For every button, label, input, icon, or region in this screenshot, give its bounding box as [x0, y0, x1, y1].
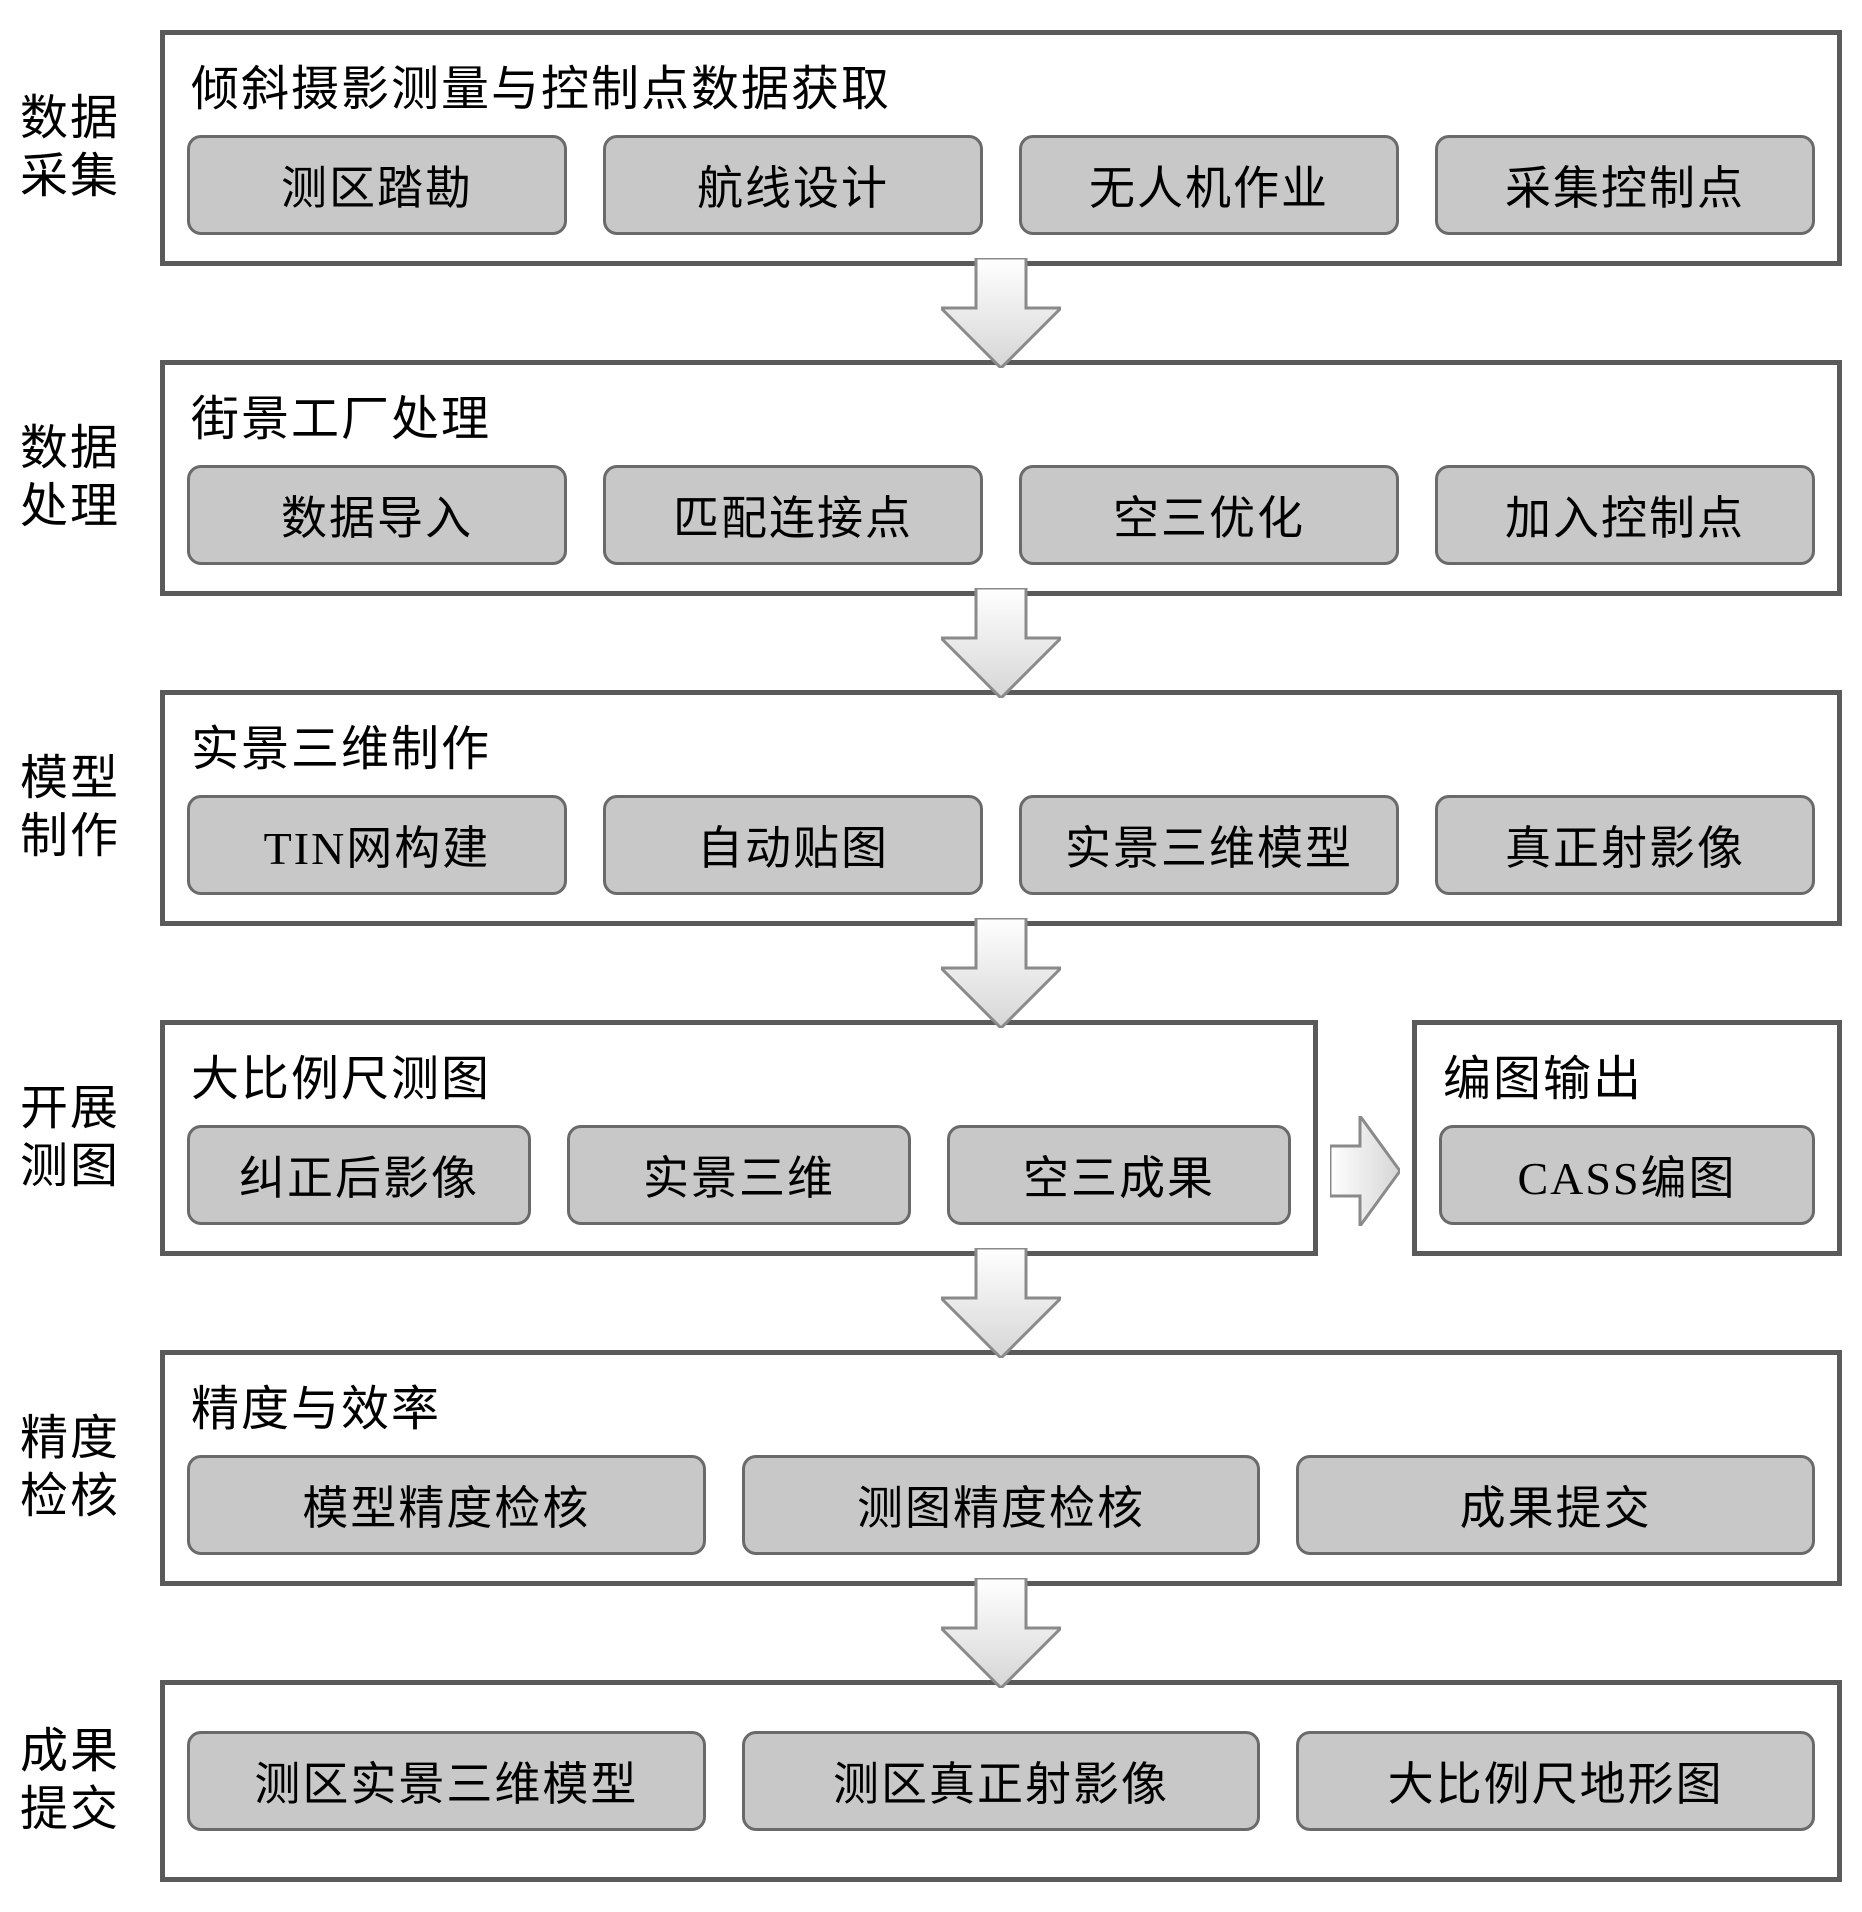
stage-label-line: 数据	[20, 420, 154, 478]
chip: 实景三维模型	[1019, 795, 1399, 895]
stage-label-1: 数据 采集	[20, 30, 160, 266]
stage-label-5: 精度 检核	[20, 1350, 160, 1586]
stage-label-3: 模型 制作	[20, 690, 160, 926]
stage-panel-4-right: 编图输出 CASS编图	[1412, 1020, 1842, 1256]
chip: TIN网构建	[187, 795, 567, 895]
arrow-down-2	[160, 588, 1842, 698]
stage-label-6: 成果 提交	[20, 1680, 160, 1882]
stage-panel-4-left: 大比例尺测图 纠正后影像 实景三维 空三成果	[160, 1020, 1318, 1256]
stage-label-line: 采集	[20, 148, 154, 206]
chip-row: TIN网构建 自动贴图 实景三维模型 真正射影像	[187, 795, 1815, 895]
stage-main-4: 大比例尺测图 纠正后影像 实景三维 空三成果 编图输出 CASS编图	[160, 1020, 1842, 1256]
stage-label-line: 制作	[20, 808, 154, 866]
panel-title: 精度与效率	[191, 1369, 1815, 1439]
chip: 纠正后影像	[187, 1125, 531, 1225]
arrow-down-icon	[941, 258, 1061, 368]
stage-main-5: 精度与效率 模型精度检核 测图精度检核 成果提交	[160, 1350, 1842, 1586]
stage-main-6: 测区实景三维模型 测区真正射影像 大比例尺地形图	[160, 1680, 1842, 1882]
arrow-right	[1330, 1116, 1400, 1226]
chip-row: 测区踏勘 航线设计 无人机作业 采集控制点	[187, 135, 1815, 235]
stage-label-line: 提交	[20, 1781, 154, 1839]
stage-main-1: 倾斜摄影测量与控制点数据获取 测区踏勘 航线设计 无人机作业 采集控制点	[160, 30, 1842, 266]
chip: 测区真正射影像	[742, 1731, 1261, 1831]
arrow-down-icon	[941, 1578, 1061, 1688]
chip: 测区踏勘	[187, 135, 567, 235]
chip: 实景三维	[567, 1125, 911, 1225]
stage-row-6: 成果 提交 测区实景三维模型 测区真正射影像 大比例尺地形图	[20, 1680, 1842, 1882]
arrow-down-5	[160, 1578, 1842, 1688]
panel-title: 实景三维制作	[191, 709, 1815, 779]
chip: 测图精度检核	[742, 1455, 1261, 1555]
workflow-diagram: 数据 采集 倾斜摄影测量与控制点数据获取 测区踏勘 航线设计 无人机作业 采集控…	[20, 30, 1842, 1882]
panel-title: 编图输出	[1443, 1039, 1815, 1109]
arrow-down-icon	[941, 588, 1061, 698]
panel-title: 街景工厂处理	[191, 379, 1815, 449]
chip: 空三优化	[1019, 465, 1399, 565]
stage-row-2: 数据 处理 街景工厂处理 数据导入 匹配连接点 空三优化 加入控制点	[20, 360, 1842, 596]
chip: 匹配连接点	[603, 465, 983, 565]
panel-title: 大比例尺测图	[191, 1039, 1291, 1109]
panel-title: 倾斜摄影测量与控制点数据获取	[191, 49, 1815, 119]
arrow-right-icon	[1330, 1116, 1400, 1226]
stage-row-3: 模型 制作 实景三维制作 TIN网构建 自动贴图 实景三维模型 真正射影像	[20, 690, 1842, 926]
chip: 成果提交	[1296, 1455, 1815, 1555]
stage-label-line: 成果	[20, 1723, 154, 1781]
stage-label-line: 处理	[20, 478, 154, 536]
stage-row-1: 数据 采集 倾斜摄影测量与控制点数据获取 测区踏勘 航线设计 无人机作业 采集控…	[20, 30, 1842, 266]
stage-label-line: 数据	[20, 90, 154, 148]
chip-row: 纠正后影像 实景三维 空三成果	[187, 1125, 1291, 1225]
chip: 无人机作业	[1019, 135, 1399, 235]
chip: 加入控制点	[1435, 465, 1815, 565]
arrow-down-icon	[941, 918, 1061, 1028]
chip-row: 测区实景三维模型 测区真正射影像 大比例尺地形图	[187, 1731, 1815, 1831]
stage-panel-1: 倾斜摄影测量与控制点数据获取 测区踏勘 航线设计 无人机作业 采集控制点	[160, 30, 1842, 266]
stage-label-line: 检核	[20, 1468, 154, 1526]
stage-panel-3: 实景三维制作 TIN网构建 自动贴图 实景三维模型 真正射影像	[160, 690, 1842, 926]
chip: 航线设计	[603, 135, 983, 235]
chip: 真正射影像	[1435, 795, 1815, 895]
stage-row-4: 开展 测图 大比例尺测图 纠正后影像 实景三维 空三成果 编图输出 CAS	[20, 1020, 1842, 1256]
stage-row-5: 精度 检核 精度与效率 模型精度检核 测图精度检核 成果提交	[20, 1350, 1842, 1586]
chip: 自动贴图	[603, 795, 983, 895]
chip-row: 模型精度检核 测图精度检核 成果提交	[187, 1455, 1815, 1555]
stage-label-line: 模型	[20, 750, 154, 808]
stage-label-line: 精度	[20, 1410, 154, 1468]
chip: CASS编图	[1439, 1125, 1815, 1225]
chip: 模型精度检核	[187, 1455, 706, 1555]
chip: 空三成果	[947, 1125, 1291, 1225]
arrow-down-icon	[941, 1248, 1061, 1358]
arrow-down-4	[160, 1248, 1842, 1358]
arrow-down-3	[160, 918, 1842, 1028]
chip: 采集控制点	[1435, 135, 1815, 235]
stage-label-4: 开展 测图	[20, 1020, 160, 1256]
stage-main-3: 实景三维制作 TIN网构建 自动贴图 实景三维模型 真正射影像	[160, 690, 1842, 926]
chip: 大比例尺地形图	[1296, 1731, 1815, 1831]
chip: 测区实景三维模型	[187, 1731, 706, 1831]
stage-panel-5: 精度与效率 模型精度检核 测图精度检核 成果提交	[160, 1350, 1842, 1586]
stage-main-2: 街景工厂处理 数据导入 匹配连接点 空三优化 加入控制点	[160, 360, 1842, 596]
stage-label-2: 数据 处理	[20, 360, 160, 596]
stage-label-line: 测图	[20, 1138, 154, 1196]
stage-label-line: 开展	[20, 1080, 154, 1138]
arrow-down-1	[160, 258, 1842, 368]
chip-row: 数据导入 匹配连接点 空三优化 加入控制点	[187, 465, 1815, 565]
chip-row: CASS编图	[1439, 1125, 1815, 1225]
stage-panel-2: 街景工厂处理 数据导入 匹配连接点 空三优化 加入控制点	[160, 360, 1842, 596]
chip: 数据导入	[187, 465, 567, 565]
stage-panel-6: 测区实景三维模型 测区真正射影像 大比例尺地形图	[160, 1680, 1842, 1882]
